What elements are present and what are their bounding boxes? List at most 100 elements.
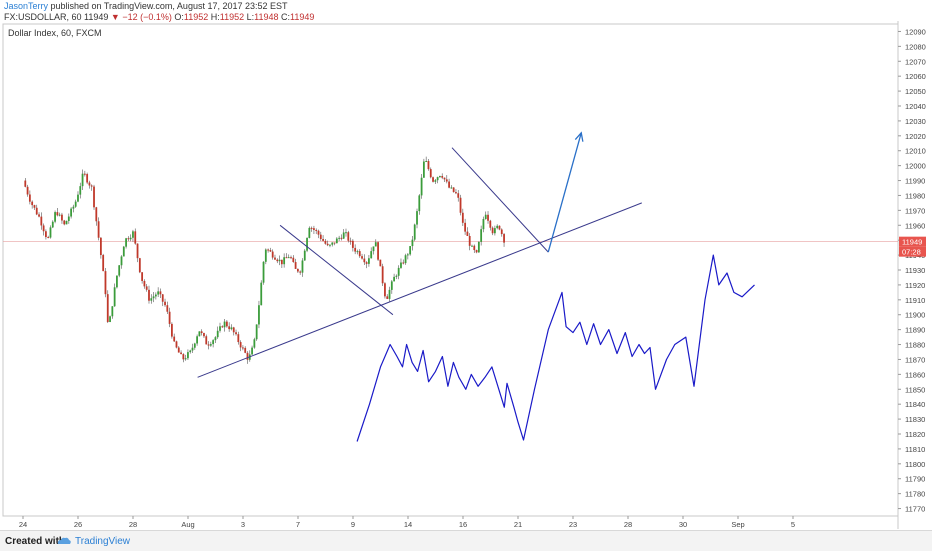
y-tick-label: 12000 xyxy=(905,162,926,171)
candle-body xyxy=(406,254,409,256)
y-tick-label: 11810 xyxy=(905,445,925,454)
candle-body xyxy=(358,251,361,257)
trendline-support xyxy=(197,202,642,378)
tradingview-cloud-icon xyxy=(57,537,71,544)
candle-body xyxy=(145,286,148,290)
candle-body xyxy=(416,211,418,225)
candle-body xyxy=(354,247,357,252)
candle-body xyxy=(127,238,130,240)
candle-body xyxy=(264,249,267,262)
candle-body xyxy=(393,276,396,282)
candle-body xyxy=(267,249,270,251)
candle-body xyxy=(329,244,331,246)
candle-body xyxy=(154,294,157,297)
candle-body xyxy=(93,186,95,208)
candle-body xyxy=(200,331,203,334)
candle-body xyxy=(356,251,359,253)
y-tick-label: 12030 xyxy=(905,117,926,126)
candle-body xyxy=(40,216,43,226)
countdown-label-bg xyxy=(899,246,926,257)
high-label: H: xyxy=(210,12,220,22)
chart-canvas[interactable]: 12090 12080 12070 12060 12050 12040 12030 12020… xyxy=(0,21,932,529)
candle-body xyxy=(335,238,338,244)
x-tick-label: Aug xyxy=(181,520,194,529)
candle-body xyxy=(134,231,137,244)
candle-body xyxy=(255,324,258,340)
candle-body xyxy=(148,289,150,301)
y-tick-label: 12060 xyxy=(905,72,926,81)
candle-body xyxy=(232,327,235,333)
candle-body xyxy=(97,221,100,238)
candle-body xyxy=(237,334,240,343)
candle-body xyxy=(180,352,182,355)
x-tick-label: 5 xyxy=(791,520,795,529)
candle-body xyxy=(278,259,281,262)
candle-body xyxy=(42,225,45,232)
candle-body xyxy=(420,177,423,196)
candle-body xyxy=(331,242,334,245)
y-tick-label: 11880 xyxy=(905,341,925,350)
y-tick-label: 11830 xyxy=(905,415,925,424)
candle-body xyxy=(468,235,471,246)
footer-bar: Created with TradingView xyxy=(0,530,932,551)
plot-frame xyxy=(2,23,899,517)
candle-body xyxy=(63,220,66,225)
y-tick-label: 11800 xyxy=(905,460,925,469)
chart-area[interactable]: 12090 12080 12070 12060 12050 12040 12030 12020… xyxy=(0,21,932,529)
candle-body xyxy=(303,250,306,261)
candle-body xyxy=(31,201,34,206)
candle-body xyxy=(56,212,59,216)
symbol-line: FX:USDOLLAR, 60 11949 xyxy=(4,12,109,22)
author-link[interactable]: JasonTerry xyxy=(4,1,49,11)
candle-body xyxy=(79,186,82,195)
candle-body xyxy=(434,180,437,182)
candle-body xyxy=(274,257,276,260)
candle-body xyxy=(49,227,52,238)
y-tick-label: 12040 xyxy=(905,102,926,111)
candle-body xyxy=(464,222,467,232)
candle-body xyxy=(182,354,185,360)
candle-body xyxy=(138,258,141,273)
last-price-label: 11949 xyxy=(902,238,922,247)
candle-body xyxy=(294,262,297,269)
candle-body xyxy=(372,246,375,252)
candle-body xyxy=(402,262,405,264)
candle-body xyxy=(388,289,391,299)
candle-body xyxy=(223,321,226,328)
candle-body xyxy=(228,326,231,330)
candle-body xyxy=(35,207,38,215)
y-tick-label: 11970 xyxy=(905,206,925,215)
candle-body xyxy=(136,243,139,259)
candle-body xyxy=(177,347,180,353)
candle-body xyxy=(368,258,370,264)
candle-body xyxy=(397,267,400,276)
y-tick-label: 11990 xyxy=(905,177,925,186)
close-value: 11949 xyxy=(290,12,315,22)
change-value: ▼ −12 (−0.1%) xyxy=(110,12,172,22)
candle-body xyxy=(351,240,354,248)
candle-body xyxy=(70,208,73,217)
candle-body xyxy=(230,327,233,330)
candle-body xyxy=(308,227,311,238)
tradingview-brand-link[interactable]: TradingView xyxy=(75,536,131,547)
candle-body xyxy=(193,343,196,348)
x-tick-label: 28 xyxy=(129,520,137,529)
candle-body xyxy=(207,344,210,346)
candle-body xyxy=(24,180,27,187)
candle-body xyxy=(436,177,439,181)
candle-body xyxy=(418,195,421,212)
candle-body xyxy=(365,262,368,264)
candle-body xyxy=(175,341,178,348)
candle-body xyxy=(326,243,329,246)
candle-body xyxy=(322,238,324,241)
candle-body xyxy=(395,275,398,277)
candle-body xyxy=(161,294,164,302)
candle-body xyxy=(361,256,363,259)
low-label: L: xyxy=(246,12,255,22)
candle-body xyxy=(214,337,217,341)
y-tick-label: 12050 xyxy=(905,87,926,96)
candle-body xyxy=(390,281,393,290)
candle-body xyxy=(143,280,146,287)
candle-body xyxy=(159,291,162,295)
candle-body xyxy=(166,305,169,312)
